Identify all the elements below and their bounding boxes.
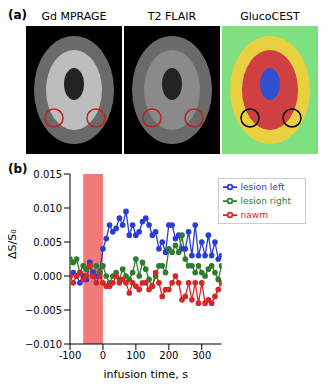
html-text:T2 FLAIR: T2 FLAIR xyxy=(147,10,197,23)
svg-text:−0.010: −0.010 xyxy=(25,339,62,350)
svg-text:-100: -100 xyxy=(59,350,82,361)
svg-text:0.005: 0.005 xyxy=(33,237,62,248)
svg-text:ΔS/S₀: ΔS/S₀ xyxy=(8,229,19,259)
html-text:Gd MPRAGE: Gd MPRAGE xyxy=(41,10,107,23)
html-text:lesion left: lesion left xyxy=(240,181,285,192)
svg-text:0.015: 0.015 xyxy=(33,169,62,180)
svg-text:0.000: 0.000 xyxy=(33,271,62,282)
svg-text:200: 200 xyxy=(159,350,178,361)
svg-text:−0.005: −0.005 xyxy=(25,305,62,316)
html-text:lesion right: lesion right xyxy=(240,195,291,206)
svg-text:300: 300 xyxy=(192,350,211,361)
html-text:GlucoCEST: GlucoCEST xyxy=(240,10,300,23)
svg-text:0: 0 xyxy=(100,350,106,361)
html-text:(b): (b) xyxy=(8,162,28,176)
html-text:(a): (a) xyxy=(8,8,28,22)
svg-text:0.010: 0.010 xyxy=(33,203,62,214)
svg-text:infusion time, s: infusion time, s xyxy=(104,368,189,380)
svg-text:100: 100 xyxy=(126,350,145,361)
html-text:nawm: nawm xyxy=(240,209,268,220)
